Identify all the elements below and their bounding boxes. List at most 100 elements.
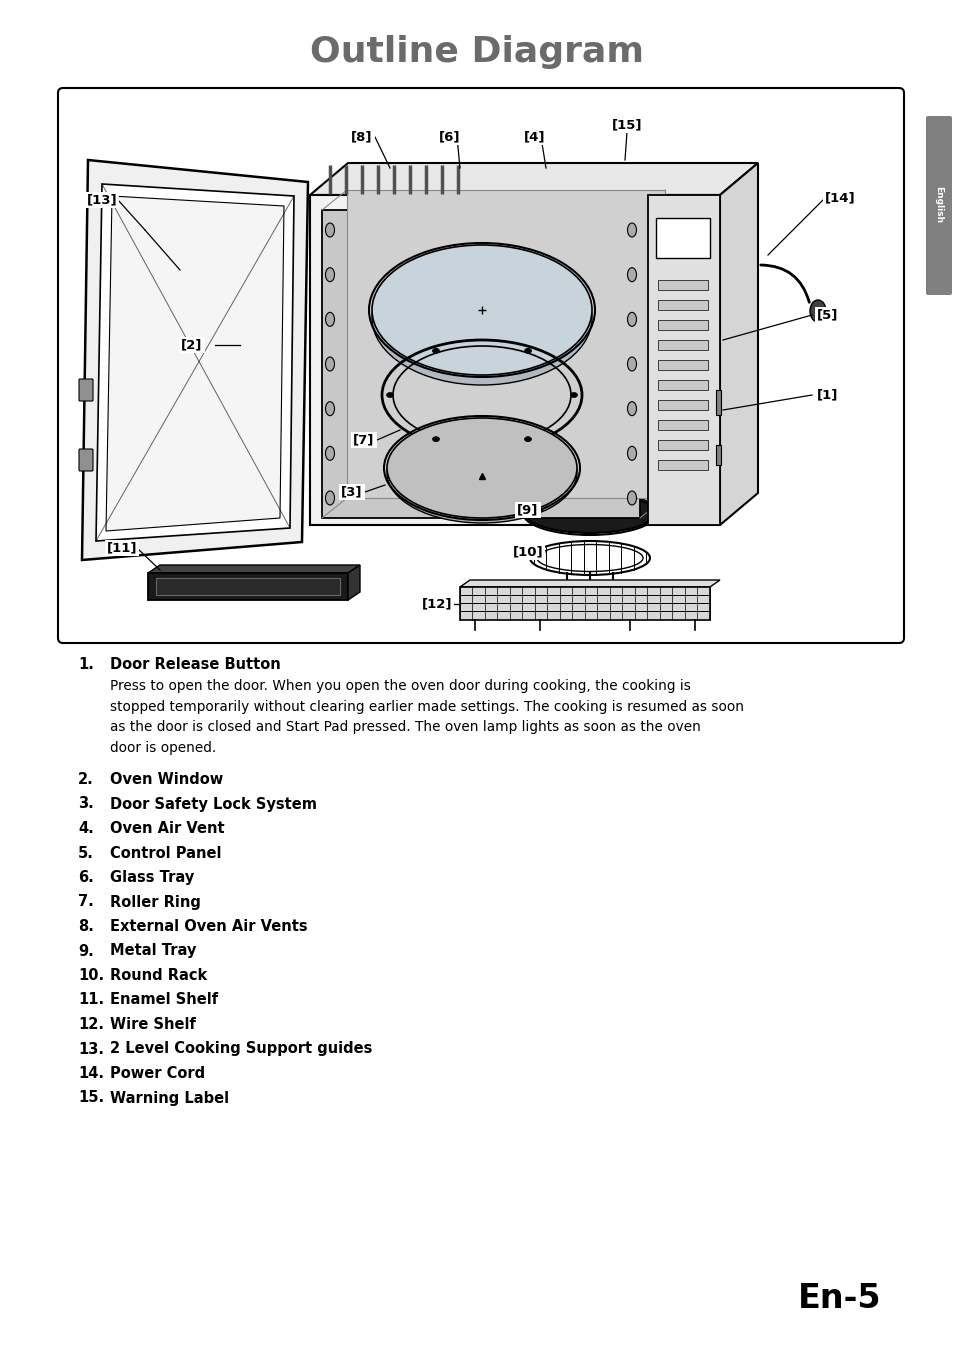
Text: 13.: 13. [78,1042,104,1056]
Ellipse shape [627,401,636,416]
Text: Warning Label: Warning Label [110,1090,229,1105]
Ellipse shape [325,312,335,327]
Text: 11.: 11. [78,993,104,1008]
Polygon shape [96,184,294,540]
Bar [658,459,707,470]
Ellipse shape [325,357,335,372]
Ellipse shape [627,223,636,236]
Text: 9.: 9. [78,943,93,958]
Bar [658,320,707,330]
Bar [310,195,720,526]
Text: [2]: [2] [181,339,202,351]
Ellipse shape [627,312,636,327]
Text: 7.: 7. [78,894,93,909]
Ellipse shape [387,417,577,517]
Text: [9]: [9] [517,504,538,516]
Polygon shape [82,159,308,561]
Bar [148,573,348,600]
Polygon shape [310,163,758,195]
Text: 2.: 2. [78,771,93,788]
Text: 6.: 6. [78,870,93,885]
Bar [656,218,709,258]
Text: 8.: 8. [78,919,93,934]
Bar [459,586,709,620]
Bar [322,209,639,517]
Text: [8]: [8] [351,131,373,143]
Ellipse shape [524,493,655,534]
Text: [1]: [1] [817,389,838,401]
Ellipse shape [325,267,335,281]
Text: 10.: 10. [78,969,104,984]
Text: [10]: [10] [512,546,543,558]
Text: 2 Level Cooking Support guides: 2 Level Cooking Support guides [110,1042,372,1056]
FancyBboxPatch shape [925,116,951,295]
Text: 5.: 5. [78,846,93,861]
Ellipse shape [524,349,531,354]
Text: English: English [934,186,943,223]
Ellipse shape [570,393,577,397]
Text: [4]: [4] [524,131,545,143]
Bar [658,340,707,350]
Bar [658,300,707,309]
Bar [156,578,339,594]
Text: [14]: [14] [823,192,855,204]
Text: Wire Shelf: Wire Shelf [110,1017,195,1032]
Text: [11]: [11] [107,542,137,554]
Polygon shape [459,580,720,586]
Text: Oven Air Vent: Oven Air Vent [110,821,224,836]
Text: Oven Window: Oven Window [110,771,223,788]
Ellipse shape [432,349,439,354]
Text: [7]: [7] [353,434,375,446]
Text: [15]: [15] [611,119,641,131]
Text: 15.: 15. [78,1090,104,1105]
Text: En-5: En-5 [798,1282,882,1315]
Ellipse shape [522,513,657,528]
Text: [13]: [13] [87,193,117,207]
Ellipse shape [325,446,335,461]
Bar [716,444,720,465]
Ellipse shape [809,300,825,322]
Text: 3.: 3. [78,797,93,812]
Ellipse shape [325,223,335,236]
Text: Door Safety Lock System: Door Safety Lock System [110,797,316,812]
Text: Roller Ring: Roller Ring [110,894,201,909]
Polygon shape [720,163,758,526]
Text: [6]: [6] [438,131,460,143]
Polygon shape [148,565,359,573]
Ellipse shape [627,267,636,281]
Bar [658,440,707,450]
Polygon shape [106,196,284,531]
Text: Press to open the door. When you open the oven door during cooking, the cooking : Press to open the door. When you open th… [110,680,743,755]
Text: Round Rack: Round Rack [110,969,207,984]
Text: Power Cord: Power Cord [110,1066,205,1081]
Text: Metal Tray: Metal Tray [110,943,196,958]
FancyBboxPatch shape [79,380,92,401]
Text: [3]: [3] [341,485,362,499]
Text: [12]: [12] [421,597,452,611]
Text: Enamel Shelf: Enamel Shelf [110,993,218,1008]
Text: Door Release Button: Door Release Button [110,657,280,671]
Polygon shape [347,190,664,499]
Bar [658,280,707,290]
Ellipse shape [325,490,335,505]
FancyBboxPatch shape [79,449,92,471]
Text: 12.: 12. [78,1017,104,1032]
Text: 1.: 1. [78,657,93,671]
Text: 14.: 14. [78,1066,104,1081]
Ellipse shape [387,423,577,523]
Bar [716,390,720,415]
Text: External Oven Air Vents: External Oven Air Vents [110,919,307,934]
Bar [658,400,707,409]
Bar [658,420,707,430]
Bar [647,195,720,526]
Ellipse shape [432,436,439,442]
Ellipse shape [524,436,531,442]
FancyBboxPatch shape [58,88,903,643]
Polygon shape [348,565,359,600]
Ellipse shape [372,251,592,385]
Text: [5]: [5] [817,308,838,322]
Ellipse shape [325,401,335,416]
Ellipse shape [372,245,592,376]
Ellipse shape [627,357,636,372]
Text: Glass Tray: Glass Tray [110,870,194,885]
